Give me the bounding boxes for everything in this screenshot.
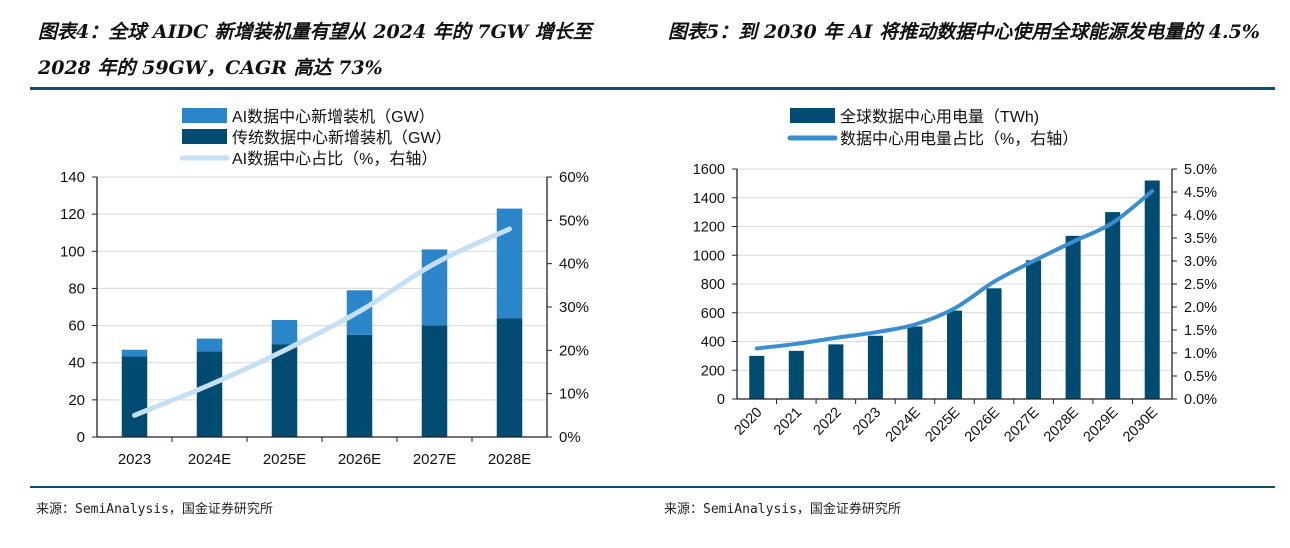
right-xtick-label: 2029E xyxy=(1081,404,1122,445)
right-ytick-label: 1000 xyxy=(693,248,725,264)
right-bar xyxy=(828,344,844,399)
left-bar xyxy=(121,349,148,357)
left-bar xyxy=(496,318,523,437)
footer-divider xyxy=(30,486,1275,488)
right-legend-label: 数据中心用电量占比（%，右轴） xyxy=(840,130,1078,148)
right-xtick-label: 2025E xyxy=(922,404,963,445)
left-chart-title: 图表4：全球 AIDC 新增装机量有望从 2024 年的 7GW 增长至 202… xyxy=(38,21,592,79)
right-y2tick-label: 4.5% xyxy=(1184,185,1217,201)
right-ytick-label: 1200 xyxy=(693,220,725,236)
left-ytick-label: 120 xyxy=(60,206,85,223)
right-y2tick-label: 1.0% xyxy=(1184,346,1217,362)
left-xtick-label: 2028E xyxy=(488,451,531,468)
right-y2tick-label: 2.5% xyxy=(1184,277,1217,293)
left-legend-label: AI数据中心新增装机（GW） xyxy=(232,108,435,126)
right-bar xyxy=(907,326,923,399)
left-xtick-label: 2027E xyxy=(413,451,456,468)
left-legend-label: AI数据中心占比（%，右轴） xyxy=(232,150,437,168)
right-ytick-label: 400 xyxy=(701,335,725,351)
right-bar xyxy=(1065,235,1081,399)
right-xtick-label: 2027E xyxy=(1001,404,1042,445)
right-bar xyxy=(1026,260,1042,399)
right-bar xyxy=(788,350,804,399)
right-y2tick-label: 1.5% xyxy=(1184,323,1217,339)
left-source: 来源：SemiAnalysis，国金证券研究所 xyxy=(36,502,273,517)
left-ytick-label: 60 xyxy=(68,318,85,335)
right-y2tick-label: 0.5% xyxy=(1184,369,1217,385)
left-ytick-label: 80 xyxy=(68,280,85,297)
right-y2tick-label: 3.0% xyxy=(1184,254,1217,270)
left-ytick-label: 40 xyxy=(68,355,85,372)
left-legend-swatch xyxy=(182,108,227,123)
right-bar xyxy=(946,310,963,399)
right-ytick-label: 600 xyxy=(701,306,725,322)
left-ytick-label: 140 xyxy=(60,169,85,186)
right-xtick-label: 2030E xyxy=(1120,404,1161,445)
left-legend-label: 传统数据中心新增装机（GW） xyxy=(232,129,452,147)
right-legend-label: 全球数据中心用电量（TWh) xyxy=(840,108,1039,126)
left-xtick-label: 2024E xyxy=(188,451,231,468)
left-bar xyxy=(121,356,148,437)
right-xtick-label: 2020 xyxy=(731,405,765,439)
left-legend-swatch xyxy=(182,129,227,144)
right-bar xyxy=(1144,180,1160,399)
left-bar xyxy=(271,344,298,437)
left-xtick-label: 2023 xyxy=(118,451,151,468)
right-xtick-label: 2022 xyxy=(811,405,845,439)
right-y2tick-label: 4.0% xyxy=(1184,208,1217,224)
right-y2tick-label: 2.0% xyxy=(1184,300,1217,316)
right-xtick-label: 2021 xyxy=(771,405,805,439)
left-bar xyxy=(271,320,298,345)
right-xtick-label: 2023 xyxy=(850,405,884,439)
right-ytick-label: 1600 xyxy=(693,162,725,178)
left-y2tick-label: 20% xyxy=(559,342,589,359)
right-y2tick-label: 5.0% xyxy=(1184,162,1217,178)
left-line-series xyxy=(132,226,512,418)
right-legend-swatch xyxy=(790,108,835,123)
left-ytick-label: 100 xyxy=(60,243,85,260)
left-ytick-label: 20 xyxy=(68,392,85,409)
left-y2tick-label: 50% xyxy=(559,212,589,229)
right-xtick-label: 2028E xyxy=(1041,404,1082,445)
right-ytick-label: 0 xyxy=(717,392,725,408)
right-y2tick-label: 0.0% xyxy=(1184,392,1217,408)
left-bar xyxy=(196,338,223,352)
right-line-series xyxy=(754,189,1155,351)
left-y2tick-label: 10% xyxy=(559,386,589,403)
left-bar xyxy=(346,334,373,437)
right-bar xyxy=(867,335,883,399)
left-bar xyxy=(496,208,523,319)
left-y2tick-label: 40% xyxy=(559,256,589,273)
left-y2tick-label: 60% xyxy=(559,169,589,186)
left-ytick-label: 0 xyxy=(77,429,85,446)
left-xtick-label: 2026E xyxy=(338,451,381,468)
left-y2tick-label: 0% xyxy=(559,429,581,446)
right-ytick-label: 800 xyxy=(701,277,725,293)
right-chart-title: 图表5：到 2030 年 AI 将推动数据中心使用全球能源发电量的 4.5% xyxy=(668,21,1260,43)
right-ytick-label: 200 xyxy=(701,363,725,379)
right-xtick-label: 2024E xyxy=(883,404,924,445)
right-source: 来源：SemiAnalysis，国金证券研究所 xyxy=(664,502,901,517)
right-bar xyxy=(1105,212,1121,399)
left-xtick-label: 2025E xyxy=(263,451,306,468)
header-divider xyxy=(30,87,1275,90)
left-y2tick-label: 30% xyxy=(559,299,589,316)
right-y2tick-label: 3.5% xyxy=(1184,231,1217,247)
right-bar xyxy=(749,355,765,399)
right-bar xyxy=(986,288,1002,399)
left-bar xyxy=(196,351,223,437)
right-xtick-label: 2026E xyxy=(962,404,1003,445)
left-bar xyxy=(421,325,448,437)
right-ytick-label: 1400 xyxy=(693,191,725,207)
